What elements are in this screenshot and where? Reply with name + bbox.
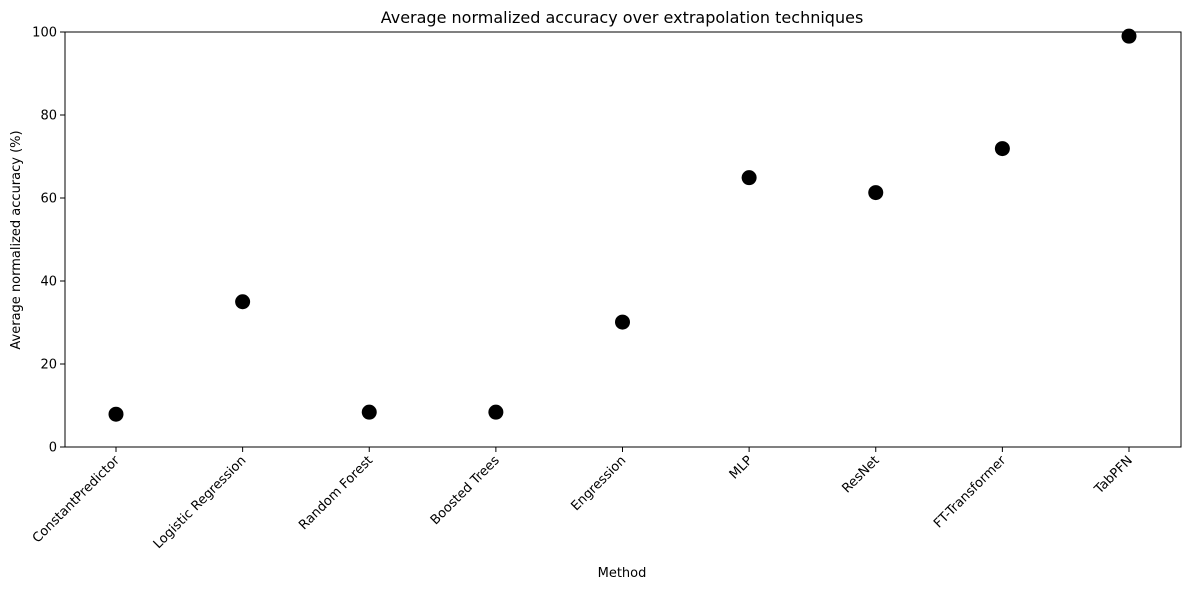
data-point <box>235 294 251 310</box>
x-tick-label: Logistic Regression <box>151 453 250 552</box>
x-tick-label: Engression <box>568 453 629 514</box>
y-tick-label: 60 <box>40 192 57 207</box>
x-tick-label: ConstantPredictor <box>30 453 123 546</box>
y-tick-label: 100 <box>32 26 57 41</box>
x-axis: ConstantPredictor Logistic Regression Rand… <box>30 447 1136 552</box>
data-point <box>1121 28 1137 44</box>
x-tick-label: Boosted Trees <box>428 453 503 528</box>
data-point <box>994 141 1010 157</box>
data-point <box>741 170 757 186</box>
data-point <box>108 406 124 422</box>
y-tick-label: 40 <box>40 275 57 290</box>
x-tick-label: MLP <box>727 453 756 482</box>
y-axis: 0 20 40 60 80 100 <box>32 26 65 456</box>
y-tick-label: 0 <box>49 441 57 456</box>
x-tick-label: ResNet <box>839 453 882 496</box>
y-tick-label: 20 <box>40 358 57 373</box>
data-point <box>868 185 884 201</box>
x-tick-label: TabPFN <box>1091 453 1136 498</box>
x-tick-label: Random Forest <box>296 453 376 533</box>
data-point <box>615 314 630 330</box>
y-tick-label: 80 <box>40 109 57 124</box>
x-tick-label: FT-Transformer <box>931 453 1010 532</box>
data-point <box>488 404 504 420</box>
y-axis-label: Average normalized accuracy (%) <box>9 130 24 349</box>
plot-frame <box>64 31 1182 448</box>
chart-title: Average normalized accuracy over extrapo… <box>381 8 864 27</box>
data-points <box>108 28 1137 422</box>
x-axis-label: Method <box>598 566 647 581</box>
data-point <box>361 404 377 420</box>
